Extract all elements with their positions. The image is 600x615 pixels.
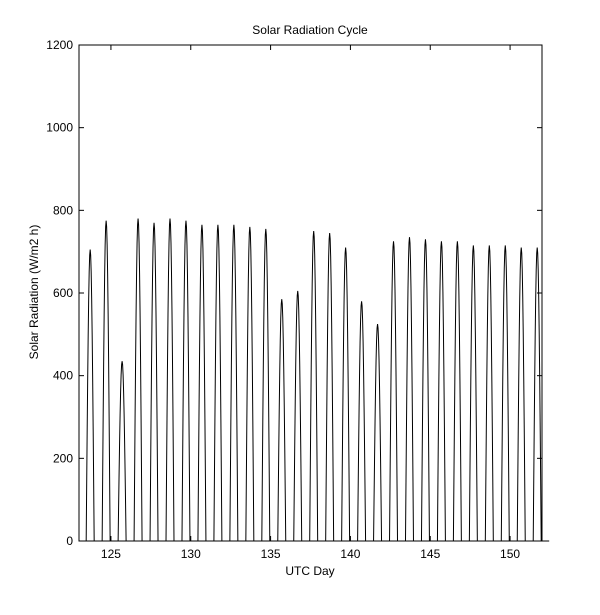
y-tick-label: 1200 bbox=[46, 38, 73, 52]
plot-area: 125 130 135 140 145 150 0 200 400 600 800 1000 1200 bbox=[46, 38, 550, 561]
x-axis-label: UTC Day bbox=[285, 564, 334, 578]
y-tick-label: 400 bbox=[53, 369, 73, 383]
x-tick-label: 145 bbox=[420, 547, 440, 561]
x-tick-label: 135 bbox=[261, 547, 281, 561]
y-tick-label: 200 bbox=[53, 451, 73, 465]
y-tick-label: 600 bbox=[53, 286, 73, 300]
x-tick-label: 125 bbox=[101, 547, 121, 561]
y-tick-label: 1000 bbox=[46, 121, 73, 135]
x-tick-label: 150 bbox=[500, 547, 520, 561]
chart-title: Solar Radiation Cycle bbox=[252, 23, 368, 37]
y-tick-label: 800 bbox=[53, 203, 73, 217]
x-tick-label: 140 bbox=[340, 547, 360, 561]
series-line bbox=[85, 218, 550, 542]
y-tick-label: 0 bbox=[66, 534, 73, 548]
y-axis-label: Solar Radiation (W/m2 h) bbox=[27, 225, 41, 360]
x-tick-label: 130 bbox=[181, 547, 201, 561]
